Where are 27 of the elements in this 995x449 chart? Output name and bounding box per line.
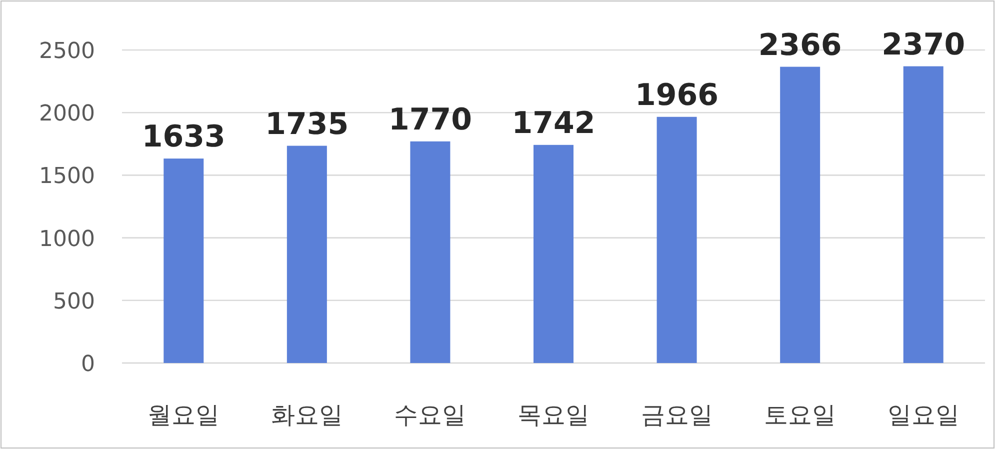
x-tick-label: 월요일 (148, 401, 220, 429)
x-tick-label: 금요일 (640, 401, 713, 429)
bar (780, 66, 820, 363)
x-tick-label: 수요일 (394, 401, 466, 429)
x-tick-label: 화요일 (270, 401, 343, 429)
x-tick-label: 일요일 (887, 401, 960, 429)
bar (286, 146, 327, 363)
bar (656, 116, 697, 363)
data-label: 1633 (142, 120, 226, 155)
y-tick-label: 2500 (39, 39, 95, 64)
y-tick-label: 1000 (39, 226, 95, 252)
data-label: 2366 (758, 28, 842, 63)
bar (164, 158, 204, 363)
data-label: 2370 (882, 27, 966, 62)
data-label: 1742 (512, 106, 596, 141)
bar (410, 141, 450, 363)
y-tick-label: 2000 (39, 102, 95, 127)
data-label: 1770 (388, 102, 472, 138)
data-label: 1735 (265, 106, 349, 142)
data-label: 1966 (635, 78, 719, 113)
x-tick-label: 토요일 (764, 401, 836, 429)
y-tick-label: 0 (81, 352, 95, 377)
x-tick-label: 목요일 (518, 401, 590, 429)
y-tick-label: 1500 (39, 164, 95, 190)
y-tick-label: 500 (53, 289, 95, 314)
bar (534, 144, 574, 363)
bar (903, 66, 944, 363)
